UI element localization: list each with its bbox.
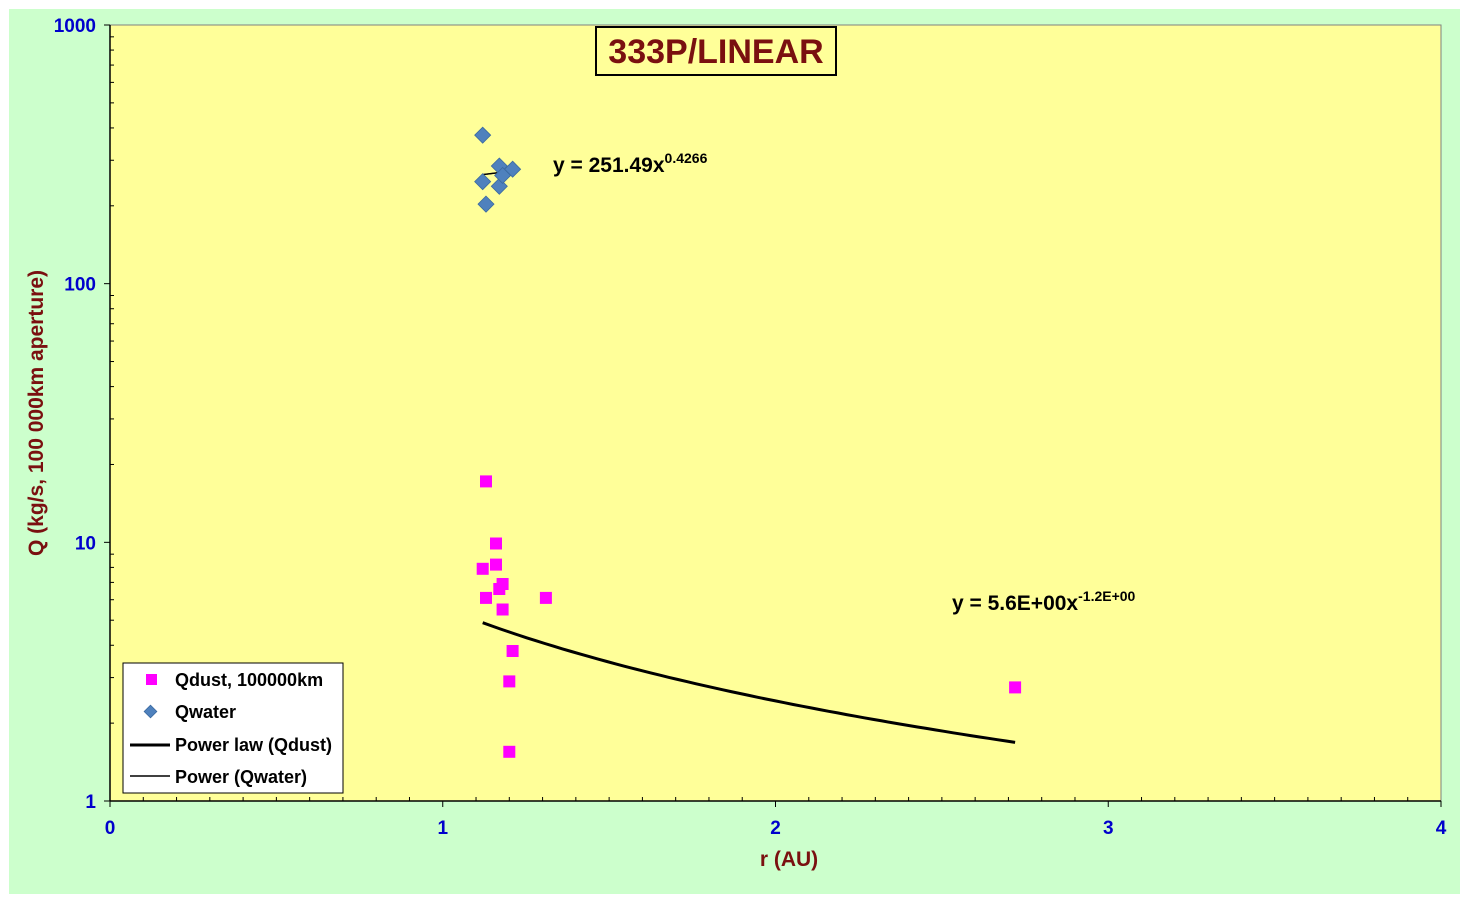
- qdust-fit-equation: y = 5.6E+00x-1.2E+00: [952, 588, 1136, 615]
- x-tick-label: 2: [770, 818, 781, 839]
- chart-title: 333P/LINEAR: [608, 33, 823, 71]
- x-tick-label: 0: [105, 818, 116, 839]
- qwater-fit-equation: y = 251.49x0.4266: [553, 150, 708, 177]
- qdust-point: [480, 591, 492, 604]
- legend-label-qwater-fit: Power (Qwater): [175, 767, 307, 787]
- qdust-point: [503, 675, 516, 688]
- chart-title-box: 333P/LINEAR: [595, 26, 837, 76]
- qdust-point: [506, 645, 519, 657]
- qwater-point: [477, 195, 495, 213]
- axes: [109, 25, 1441, 802]
- legend-label-qwater: Qwater: [175, 702, 236, 722]
- x-tick-label: 3: [1103, 818, 1114, 839]
- legend-marker-qwater: [143, 704, 158, 719]
- y-tick-label: 1000: [54, 16, 96, 37]
- y-tick-label: 10: [75, 533, 96, 554]
- qwater-point: [474, 126, 492, 144]
- y-tick-label: 100: [64, 275, 96, 296]
- qdust-point: [496, 578, 509, 590]
- qdust-point: [503, 745, 516, 758]
- x-axis-label: r (AU): [760, 848, 818, 871]
- qwater-point: [504, 160, 522, 178]
- qdust-point: [490, 537, 502, 550]
- qdust-point: [480, 475, 492, 488]
- y-axis-ticks: 1 10 100 1000: [54, 16, 114, 813]
- qdust-fit-equation-base: y = 5.6E+00x: [952, 592, 1078, 615]
- qdust-point: [476, 562, 489, 575]
- legend-marker-qdust: [146, 674, 157, 685]
- qdust-point: [1009, 681, 1022, 694]
- qwater-point: [474, 173, 492, 191]
- legend-label-qdust-fit: Power law (Qdust): [175, 735, 332, 755]
- qwater-fit-exponent: 0.4266: [665, 150, 708, 166]
- qwater-fit-equation-base: y = 251.49x: [553, 154, 665, 177]
- y-tick-label: 1: [85, 792, 96, 813]
- legend-box: [122, 662, 344, 794]
- legend-label-qdust: Qdust, 100000km: [175, 670, 323, 690]
- legend: Qdust, 100000km Qwater Power law (Qdust)…: [122, 662, 344, 794]
- qdust-point: [539, 591, 552, 604]
- x-tick-label: 1: [437, 818, 448, 839]
- data-points: [474, 126, 1022, 758]
- qdust-point: [496, 603, 509, 616]
- y-axis-label: Q (kg/s, 100 000km aperture): [25, 270, 48, 556]
- x-tick-label: 4: [1436, 818, 1447, 839]
- qdust-fit-exponent: -1.2E+00: [1078, 588, 1135, 604]
- qdust-point: [490, 558, 502, 571]
- qdust-fit-line: [482, 621, 1016, 744]
